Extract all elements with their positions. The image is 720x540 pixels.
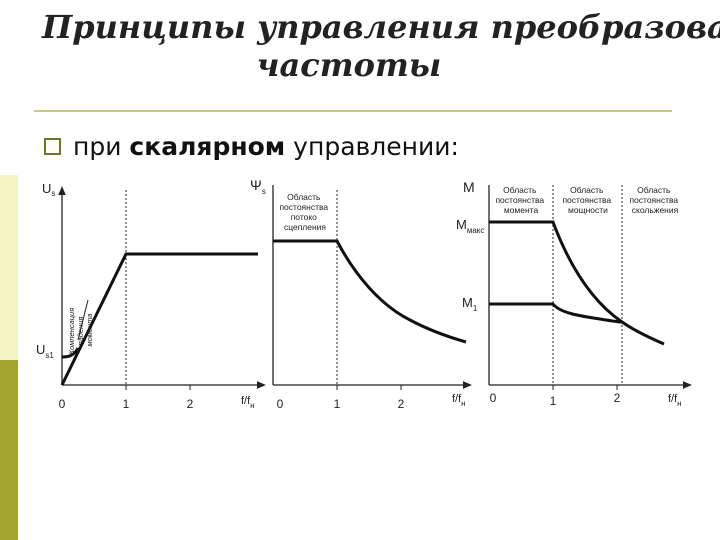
chart3-m1-label: M1 (462, 295, 478, 313)
chart1-tick-label-1: 1 (123, 397, 130, 411)
chart1-annotation: Компенсация падения момента (67, 306, 94, 355)
chart1-annotation-leader (77, 299, 89, 341)
chart3-max-torque-curve (489, 220, 665, 346)
chart1-tick-label-2: 2 (187, 397, 194, 411)
chart1-y-label: Us (42, 181, 55, 198)
bullet-text-pre: при (73, 132, 130, 161)
chart-torque: M Mмакс M1 Область постоянства момента О… (456, 179, 692, 408)
chart3-region-3: Область постоянства скольжения (629, 185, 680, 215)
title-underline (34, 110, 672, 112)
bullet-item: при скалярном управлении: (44, 132, 459, 161)
sidebar-mid-segment (0, 175, 18, 360)
slide-title-line2: частоты (256, 46, 442, 84)
chart1-tick-label-0: 0 (59, 397, 66, 411)
chart2-region-text: Область постоянства потоко сцепления (279, 192, 330, 232)
chart2-y-label: Ψs (250, 177, 266, 196)
chart2-tick-label-0: 0 (277, 397, 284, 411)
chart3-tick-label-2: 2 (614, 391, 621, 405)
slide-title: Принципы управления преобразовате частот… (18, 8, 720, 84)
chart1-us1-label: Us1 (36, 342, 54, 360)
chart3-y-label: M (463, 179, 475, 195)
sidebar-top-segment (0, 0, 18, 175)
chart1-x-label: f/fн (241, 395, 255, 410)
chart2-tick-label-1: 1 (334, 397, 341, 411)
chart2-x-label: f/fн (452, 393, 466, 408)
chart-voltage: Us Компенсация падения момента Us1 0 1 2… (36, 181, 266, 411)
chart1-boost-curve (61, 347, 80, 359)
chart2-tick-label-2: 2 (398, 397, 405, 411)
bullet-text-bold: скалярном (129, 132, 286, 161)
left-sidebar (0, 0, 18, 540)
bullet-text-post: управлении: (285, 132, 459, 161)
chart1-voltage-line (60, 252, 258, 386)
chart3-m1-curve (489, 302, 623, 324)
chart3-region-1: Область постоянства момента (495, 185, 546, 215)
slide-title-line1: Принципы управления преобразовате (42, 8, 720, 46)
chart-flux: Ψs Область постоянства потоко сцепления … (250, 177, 472, 411)
sidebar-bottom-segment (0, 360, 18, 540)
chart3-region-2: Область постоянства мощности (562, 185, 613, 215)
square-bullet-icon (44, 137, 61, 155)
chart3-tick-label-0: 0 (490, 391, 497, 405)
chart3-tick-label-1: 1 (550, 394, 557, 408)
chart3-x-label: f/fн (668, 393, 682, 408)
chart3-mmax-label: Mмакс (456, 217, 484, 235)
chart2-flux-curve (273, 239, 467, 344)
